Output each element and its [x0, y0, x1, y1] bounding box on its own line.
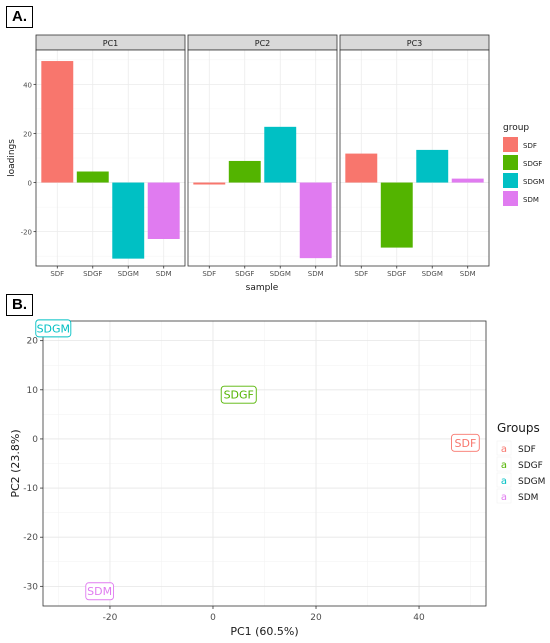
bar-PC2-SDGM: [264, 126, 297, 183]
point-label-SDM: SDM: [87, 585, 112, 598]
x-axis-title: sample: [246, 283, 279, 293]
legend-key-glyph-SDGF: a: [501, 460, 507, 471]
legend-label-SDF: SDF: [523, 142, 537, 150]
bar-PC3-SDGM: [416, 149, 449, 183]
legend-key-bg-SDGM: [496, 472, 512, 488]
x-tick-label: -20: [103, 613, 118, 623]
facet-strip-label: PC1: [103, 39, 119, 48]
x-tick-label: SDM: [308, 270, 324, 278]
y-axis-title: loadings: [7, 139, 17, 177]
y-tick-label: -20: [23, 533, 38, 543]
bar-PC3-SDF: [345, 153, 378, 183]
legend-key-SDGF: [503, 155, 518, 170]
y-tick-label: 10: [27, 386, 39, 396]
y-tick-label: 20: [27, 337, 39, 347]
bar-PC1-SDGF: [76, 171, 109, 183]
legend-key-glyph-SDF: a: [501, 444, 507, 455]
point-label-box-SDF: [451, 433, 480, 452]
legend-title-groups: Groups: [497, 421, 540, 435]
bar-PC2-SDGF: [228, 160, 261, 183]
legend-key-SDGM: [503, 173, 518, 188]
facet-strip-label: PC3: [407, 39, 423, 48]
x-tick-label: SDF: [202, 270, 216, 278]
bar-PC2-SDF: [193, 182, 226, 185]
point-label-box-SDM: [85, 582, 115, 601]
y-tick-label: 0: [32, 435, 38, 445]
bar-PC1-SDF: [41, 61, 74, 183]
legend-key-glyph-SDM: a: [501, 492, 507, 503]
y-tick-label: -30: [23, 582, 38, 592]
legend-title: group: [503, 123, 529, 133]
x-tick-label: SDF: [354, 270, 368, 278]
point-label-SDGF: SDGF: [224, 389, 254, 402]
legend-key-SDF: [503, 137, 518, 152]
legend-label-SDGF: SDGF: [523, 160, 542, 168]
bar-PC2-SDM: [299, 182, 332, 259]
y-tick-label: 40: [23, 81, 32, 89]
bar-PC3-SDM: [451, 178, 484, 183]
legend-label-groups-SDF: SDF: [518, 445, 536, 455]
x-tick-label: SDGM: [118, 270, 139, 278]
x-axis-title: PC1 (60.5%): [230, 625, 298, 638]
legend-label-SDM: SDM: [523, 196, 539, 204]
legend-label-groups-SDGF: SDGF: [518, 461, 543, 471]
legend-key-glyph-SDGM: a: [501, 476, 507, 487]
point-label-SDF: SDF: [455, 437, 477, 450]
point-label-box-SDGF: [220, 385, 257, 404]
bar-PC1-SDM: [147, 182, 180, 239]
x-tick-label: SDGM: [270, 270, 291, 278]
y-tick-label: 0: [28, 180, 32, 188]
legend-key-bg-SDGF: [496, 456, 512, 472]
y-tick-label: -10: [23, 484, 38, 494]
point-label-box-SDGM: [35, 319, 72, 338]
y-axis-title: PC2 (23.8%): [9, 429, 22, 497]
facet-border: [187, 49, 338, 267]
x-tick-label: 0: [210, 613, 216, 623]
plot-border: [42, 320, 487, 607]
panel-a-label: A.: [6, 6, 33, 28]
facet-border: [35, 49, 186, 267]
legend-key-bg-SDM: [496, 488, 512, 504]
x-tick-label: SDGF: [235, 270, 254, 278]
legend-key-SDM: [503, 191, 518, 206]
facet-strip-label: PC2: [255, 39, 271, 48]
legend-label-groups-SDGM: SDGM: [518, 477, 545, 487]
x-tick-label: SDM: [460, 270, 476, 278]
x-tick-label: SDGF: [387, 270, 406, 278]
legend-label-SDGM: SDGM: [523, 178, 544, 186]
x-tick-label: SDGM: [422, 270, 443, 278]
x-tick-label: SDGF: [83, 270, 102, 278]
bar-PC3-SDGF: [380, 182, 413, 248]
x-tick-label: 20: [310, 613, 322, 623]
facet-border: [339, 49, 490, 267]
y-tick-label: 20: [23, 130, 32, 138]
x-tick-label: SDF: [50, 270, 64, 278]
bar-PC1-SDGM: [112, 182, 145, 259]
panel-b-label: B.: [6, 294, 33, 316]
legend-key-bg-SDF: [496, 440, 512, 456]
x-tick-label: SDM: [156, 270, 172, 278]
y-tick-label: -20: [21, 229, 32, 237]
legend-label-groups-SDM: SDM: [518, 493, 538, 503]
point-label-SDGM: SDGM: [37, 322, 70, 335]
x-tick-label: 40: [413, 613, 425, 623]
